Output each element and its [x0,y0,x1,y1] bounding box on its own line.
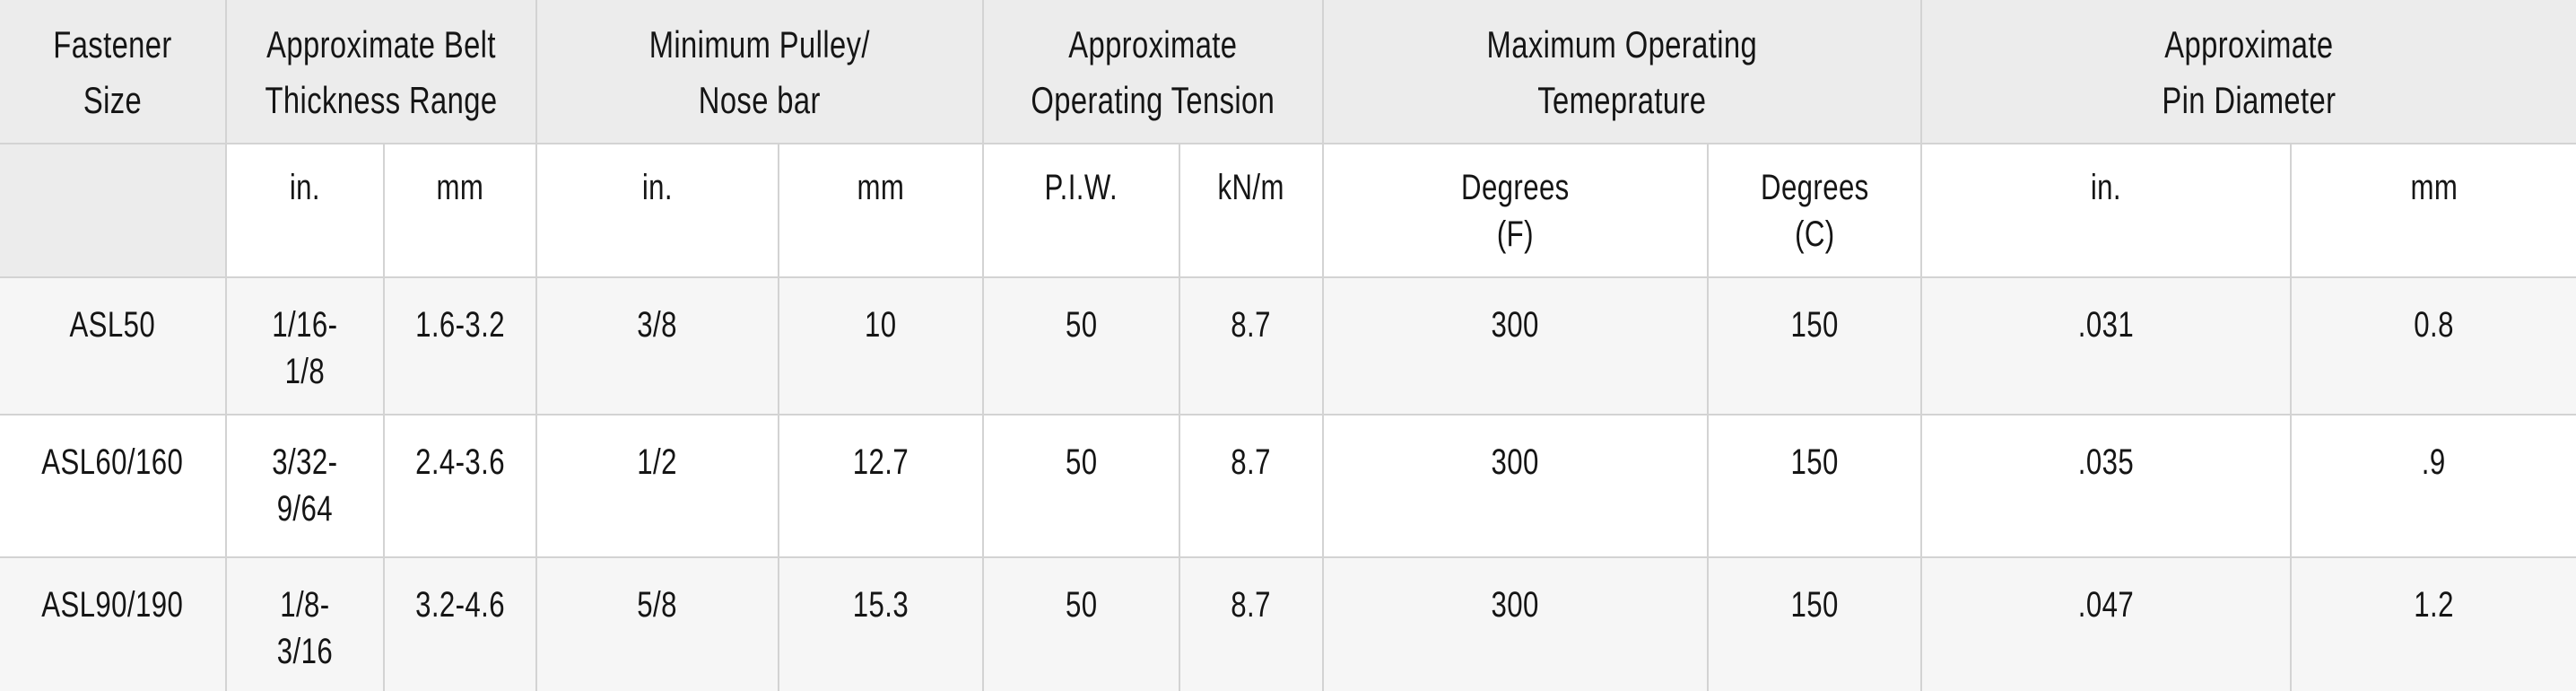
data-cell: 8.7 [1179,556,1325,691]
data-cell: 1.2 [2290,556,2576,691]
unit-pulley-in: in. [535,143,779,278]
header-pin-diameter-label: Approximate Pin Diameter [2162,23,2337,121]
data-cell: 3/8 [535,276,779,415]
header-max-temperature-label: Maximum Operating Temeprature [1486,23,1758,121]
data-cell: .035 [1920,414,2293,558]
units-empty-cell [0,143,227,278]
data-cell: .031 [1920,276,2293,415]
fastener-size-value: ASL90/190 [41,585,184,625]
data-cell: 3/32- 9/64 [225,414,385,558]
data-cell: 300 [1322,276,1710,415]
data-cell: 1/8- 3/16 [225,556,385,691]
data-cell: 300 [1322,556,1710,691]
data-cell: 150 [1707,414,1923,558]
data-cell: 8.7 [1179,276,1325,415]
unit-pulley-in-label: in. [641,168,674,207]
unit-temp-f: Degrees (F) [1322,143,1710,278]
unit-temp-f-label: Degrees (F) [1461,168,1570,254]
fastener-size-value: ASL50 [69,305,156,345]
header-min-pulley: Minimum Pulley/ Nose bar [535,0,985,144]
data-cell: .047 [1920,556,2293,691]
unit-belt-in: in. [225,143,385,278]
data-cell: 300 [1322,414,1710,558]
header-min-pulley-label: Minimum Pulley/ Nose bar [648,23,871,121]
data-cell: 50 [982,556,1181,691]
header-max-temperature: Maximum Operating Temeprature [1322,0,1923,144]
unit-pin-in-label: in. [2090,168,2122,207]
header-fastener-size: Fastener Size [0,0,227,144]
header-pin-diameter: Approximate Pin Diameter [1920,0,2576,144]
data-cell: 150 [1707,276,1923,415]
data-cell: 15.3 [777,556,985,691]
unit-pulley-mm: mm [777,143,985,278]
data-cell: .9 [2290,414,2576,558]
unit-temp-c: Degrees (C) [1707,143,1923,278]
row-header-cell: ASL90/190 [0,556,227,691]
data-cell: 1/16- 1/8 [225,276,385,415]
unit-tension-piw: P.I.W. [982,143,1181,278]
row-header-cell: ASL50 [0,276,227,415]
data-cell: 5/8 [535,556,779,691]
unit-pin-mm: mm [2290,143,2576,278]
data-cell: 8.7 [1179,414,1325,558]
unit-tension-knm: kN/m [1179,143,1325,278]
unit-tension-knm-label: kN/m [1217,168,1285,207]
data-cell: 50 [982,276,1181,415]
header-operating-tension: Approximate Operating Tension [982,0,1325,144]
data-cell: 150 [1707,556,1923,691]
header-belt-thickness: Approximate Belt Thickness Range [225,0,537,144]
data-cell: 3.2-4.6 [383,556,537,691]
fastener-size-value: ASL60/160 [41,442,184,482]
data-cell: 1.6-3.2 [383,276,537,415]
unit-pulley-mm-label: mm [857,168,905,207]
table-row-asl90-190: ASL90/190 1/8- 3/16 3.2-4.6 5/8 15.3 50 … [0,556,2576,691]
table-row-asl60-160: ASL60/160 3/32- 9/64 2.4-3.6 1/2 12.7 50… [0,414,2576,558]
units-row: in. mm in. mm P.I.W. kN/m Degrees (F) De… [0,143,2576,278]
row-header-cell: ASL60/160 [0,414,227,558]
unit-belt-mm: mm [383,143,537,278]
unit-temp-c-label: Degrees (C) [1760,168,1869,254]
header-operating-tension-label: Approximate Operating Tension [1031,23,1275,121]
unit-pin-in: in. [1920,143,2293,278]
unit-belt-mm-label: mm [436,168,484,207]
data-cell: 12.7 [777,414,985,558]
data-cell: 50 [982,414,1181,558]
header-fastener-size-label: Fastener Size [53,23,172,121]
unit-tension-piw-label: P.I.W. [1044,168,1118,207]
header-belt-thickness-label: Approximate Belt Thickness Range [265,23,498,121]
table-row-asl50: ASL50 1/16- 1/8 1.6-3.2 3/8 10 50 8.7 30… [0,276,2576,415]
unit-pin-mm-label: mm [2410,168,2458,207]
header-group-row: Fastener Size Approximate Belt Thickness… [0,0,2576,144]
unit-belt-in-label: in. [289,168,321,207]
data-cell: 1/2 [535,414,779,558]
data-cell: 10 [777,276,985,415]
data-cell: 2.4-3.6 [383,414,537,558]
data-cell: 0.8 [2290,276,2576,415]
